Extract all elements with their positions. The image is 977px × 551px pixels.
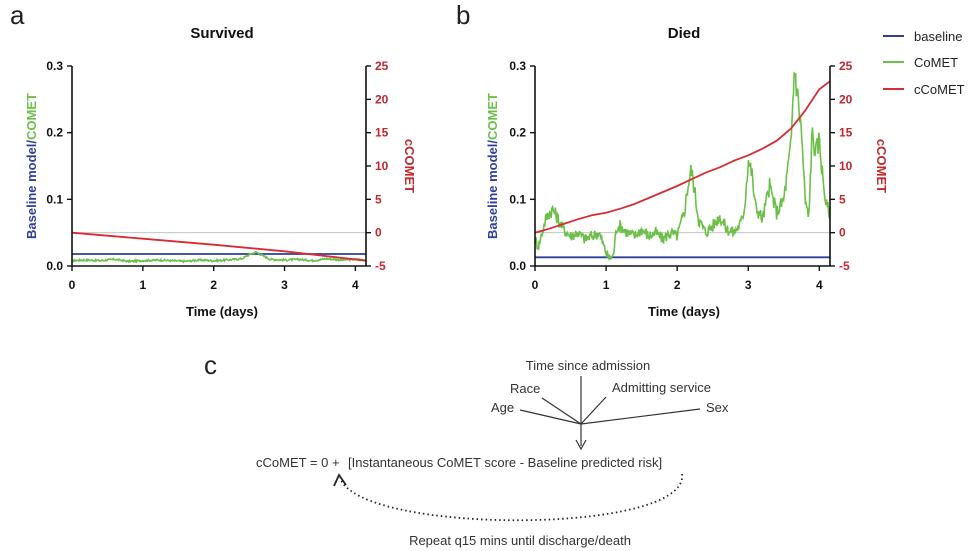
panel-b-left-axis-label-part1: Baseline model/: [485, 140, 500, 239]
panel-b-right-tick-label: 5: [839, 192, 846, 206]
panel-b-right-axis-label: cCOMET: [874, 139, 889, 193]
arrow-from-race: [541, 397, 582, 425]
panel-a-letter: a: [10, 0, 25, 30]
panel-b-x-tick-label: 2: [674, 278, 681, 292]
panel-a-x-axis-label: Time (days): [186, 304, 258, 319]
panel-a-right-tick-label: 5: [375, 192, 382, 206]
input-time-since-admission: Time since admission: [526, 358, 651, 373]
input-age: Age: [491, 400, 514, 415]
panel-b-left-tick-label: 0.3: [509, 59, 526, 73]
loop-label: Repeat q15 mins until discharge/death: [409, 533, 631, 548]
panel-b-title: Died: [668, 25, 701, 42]
panel-b-right-tick-label: 25: [839, 59, 853, 73]
panel-a-left-tick-label: 0.1: [46, 192, 63, 206]
panel-a-left-tick-label: 0.0: [46, 259, 63, 273]
panel-b-left-axis-label-part2: COMET: [485, 93, 500, 140]
panel-b-right-tick-label: 20: [839, 92, 853, 106]
panel-a-right-tick-label: 20: [375, 92, 389, 106]
equation-prefix: cCoMET = 0 +: [256, 455, 340, 470]
panel-b-left-tick-label: 0.2: [509, 126, 526, 140]
panel-a-chart: Survived 0 1 2 3 4 0.0 0.1 0.2 0.3 -5 0 5 10 15 20 25 T…: [24, 25, 417, 319]
panel-b-right-tick-label: 10: [839, 159, 853, 173]
legend-baseline-label: baseline: [914, 29, 962, 44]
panel-a-title: Survived: [190, 25, 253, 42]
panel-a-left-tick-label: 0.3: [46, 59, 63, 73]
repeat-loop-arrow: [339, 473, 683, 522]
legend-comet-label: CoMET: [914, 55, 958, 70]
legend: baseline CoMET cCoMET: [883, 29, 965, 97]
panel-b-x-tick-label: 4: [816, 278, 823, 292]
panel-a-x-tick-label: 3: [281, 278, 288, 292]
panel-a-right-tick-label: 25: [375, 59, 389, 73]
panel-a-left-axis-label-part2: COMET: [24, 93, 39, 140]
arrow-from-admitting-service: [580, 396, 607, 425]
panel-a-right-tick-label: 0: [375, 226, 382, 240]
panel-b-chart: Died 0 1 2 3 4 0.0 0.1 0.2 0.3 -5 0 5 10 15 20 25 Time …: [485, 25, 889, 319]
panel-b-right-tick-label: 0: [839, 226, 846, 240]
panel-a-left-axis-label-part1: Baseline model/: [24, 140, 39, 239]
panel-a-left-tick-label: 0.2: [46, 126, 63, 140]
panel-c-diagram: Time since admission Race Admitting serv…: [256, 358, 729, 548]
panel-a-series-comet: [71, 250, 367, 264]
panel-b-left-axis-label: Baseline model/COMET: [485, 93, 500, 239]
panel-b-left-tick-label: 0.1: [509, 192, 526, 206]
input-sex: Sex: [706, 400, 729, 415]
legend-ccomet-label: cCoMET: [914, 82, 965, 97]
arrow-head-down: [575, 439, 587, 451]
panel-a-right-tick-label: -5: [375, 259, 386, 273]
panel-b-letter: b: [456, 0, 470, 30]
panel-b-right-tick-label: -5: [839, 259, 850, 273]
panel-a-x-tick-label: 4: [352, 278, 359, 292]
input-race: Race: [510, 381, 540, 396]
panel-b-right-tick-label: 15: [839, 126, 853, 140]
panel-a-x-tick-label: 2: [210, 278, 217, 292]
equation-body: [Instantaneous CoMET score - Baseline pr…: [348, 455, 662, 470]
panel-b-series-comet: [534, 72, 831, 262]
input-admitting-service: Admitting service: [612, 380, 711, 395]
panel-a-x-tick-label: 1: [139, 278, 146, 292]
panel-a-right-tick-label: 15: [375, 126, 389, 140]
panel-b-left-tick-label: 0.0: [509, 259, 526, 273]
panel-b-series-ccomet: [534, 80, 831, 234]
panel-c-letter: c: [204, 350, 217, 380]
panel-a-left-axis-label: Baseline model/COMET: [24, 93, 39, 239]
panel-a-right-tick-label: 10: [375, 159, 389, 173]
panel-a-x-tick-label: 0: [69, 278, 76, 292]
arrow-from-sex: [580, 408, 701, 425]
panel-b-x-tick-label: 3: [745, 278, 752, 292]
panel-b-x-tick-label: 0: [532, 278, 539, 292]
panel-a-series-ccomet: [71, 231, 367, 262]
repeat-loop-arrowhead: [333, 473, 347, 487]
arrow-from-age: [519, 409, 582, 425]
panel-b-x-axis-label: Time (days): [648, 304, 720, 319]
panel-b-x-tick-label: 1: [603, 278, 610, 292]
panel-a-right-axis-label: cCOMET: [402, 139, 417, 193]
